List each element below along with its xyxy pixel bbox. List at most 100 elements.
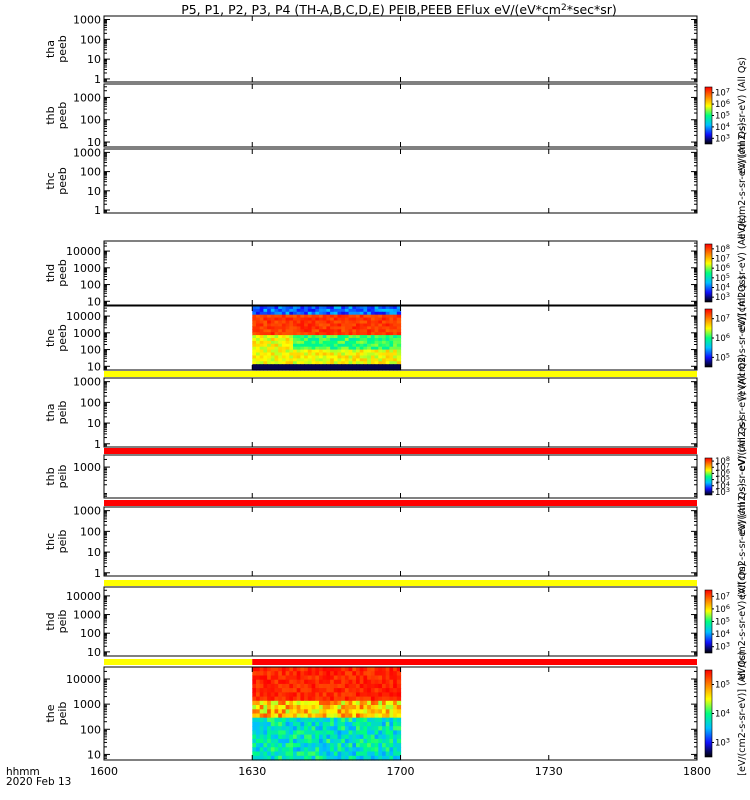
colorbar-tick: 107 xyxy=(715,87,730,99)
y-tick-label: 10000 xyxy=(66,245,101,258)
colorbar-tick: 105 xyxy=(715,351,730,363)
panel-ylabel-product: peeb xyxy=(56,324,69,352)
colorbar-tick: 104 xyxy=(715,282,730,294)
panel-ylabel-probe: thb xyxy=(44,106,57,124)
x-tick-label: 1630 xyxy=(238,765,266,778)
colorbar-scale xyxy=(704,457,713,496)
gap-band-yellow xyxy=(104,659,253,665)
colorbar-the-peeb: 105 106 107 [eV/(cm2-s-sr-eV)] (All Qs) xyxy=(704,276,748,400)
y-tick-label: 1000 xyxy=(73,609,101,622)
x-tick-label: 1600 xyxy=(90,765,118,778)
panel-frame xyxy=(103,83,698,148)
colorbar-label: eV/(cm2-s-sr-eV) (All Qs) xyxy=(737,418,748,535)
colorbar-scale xyxy=(704,86,713,145)
colorbar-tick: 107 xyxy=(715,313,730,325)
panel-ylabel-product: peib xyxy=(56,530,69,554)
y-tick-label: 1 xyxy=(94,438,101,451)
y-tick-label: 10 xyxy=(87,360,101,373)
y-tick-label: 100 xyxy=(80,344,101,357)
colorbar-tick: 106 xyxy=(715,603,730,615)
y-tick-label: 1000 xyxy=(73,461,101,474)
colorbar-tick: 104 xyxy=(715,480,730,492)
panel-ylabel-product: peeb xyxy=(56,167,69,195)
panel-ylabel-probe: thd xyxy=(44,612,57,630)
x-tick-label: 1730 xyxy=(535,765,563,778)
colorbar-label: eV/(cm2-s-sr-eV) (All Qs) xyxy=(737,215,748,332)
y-tick-label: 1000 xyxy=(73,327,101,340)
colorbar-tick: 106 xyxy=(715,262,730,274)
colorbar-tick: 104 xyxy=(715,121,730,133)
figure-title: P5, P1, P2, P3, P4 (TH-A,B,C,D,E) PEIB,P… xyxy=(181,2,617,17)
colorbar-tick: 103 xyxy=(715,291,730,303)
y-tick-label: 10 xyxy=(87,748,101,761)
colorbar-label: eV/(cm2-s-sr-eV) (All Qs) xyxy=(737,57,748,174)
panel-the-peib: 10 100 1000 10000 the peib 103 104 105 [eV/(cm2-s… xyxy=(44,651,748,775)
colorbar-tick: 105 xyxy=(715,272,730,284)
colorbar-tha-peib: eV/(cm2-s-sr-eV) (All Qs) xyxy=(737,354,748,471)
panel-the-peeb: 10 100 1000 10000 the peeb 105 106 107 [eV/(cm2-s… xyxy=(44,276,748,400)
y-tick-label: 10 xyxy=(87,295,101,308)
colorbar-label: eV/(cm2-s-sr-eV) (All Qs) xyxy=(737,563,748,680)
gap-band-1 xyxy=(104,448,697,454)
panel-frame xyxy=(103,377,698,448)
x-axis-label-date: 2020 Feb 13 xyxy=(6,776,71,788)
panel-tha-peeb: 1 10 100 1000 tha peeb xyxy=(44,13,698,86)
y-tick-label: 100 xyxy=(80,627,101,640)
panel-ylabel-probe: tha xyxy=(44,40,57,58)
panel-ylabel-probe: thc xyxy=(44,533,57,550)
y-tick-label: 1 xyxy=(94,567,101,580)
colorbar-tick: 105 xyxy=(715,616,730,628)
y-tick-label: 1000 xyxy=(73,146,101,159)
panel-ylabel-probe: thb xyxy=(44,467,57,485)
panel-frame xyxy=(103,506,698,577)
panel-ylabel-probe: the xyxy=(44,329,57,347)
y-tick-label: 1 xyxy=(94,73,101,86)
panel-ylabel-probe: the xyxy=(44,704,57,722)
x-tick-label: 1800 xyxy=(683,765,711,778)
y-tick-label: 1000 xyxy=(73,698,101,711)
panel-frame xyxy=(103,240,698,306)
colorbar-tick: 107 xyxy=(715,590,730,602)
spectrogram-the-peeb xyxy=(252,306,402,371)
colorbar-tick: 106 xyxy=(715,332,730,344)
colorbar-thc-peib: eV/(cm2-s-sr-eV) (All Qs) xyxy=(737,483,748,600)
y-tick-label: 10000 xyxy=(66,310,101,323)
colorbar-tick: 108 xyxy=(715,455,730,467)
x-tick-label: 1700 xyxy=(387,765,415,778)
colorbar-tick: 108 xyxy=(715,243,730,255)
panel-ylabel-product: peeb xyxy=(56,35,69,63)
panel-thc-peeb: 1 10 100 1000 thc peeb eV/(cm2-s-sr-eV) (All Q… xyxy=(44,123,748,240)
colorbar-tick: 104 xyxy=(715,628,730,640)
y-tick-label: 10000 xyxy=(66,590,101,603)
panel-ylabel-product: peib xyxy=(56,610,69,634)
panel-ylabel-product: peib xyxy=(56,465,69,489)
y-tick-label: 1000 xyxy=(73,376,101,389)
colorbar-tick: 107 xyxy=(715,461,730,473)
panel-thc-peib: 1 10 100 1000 thc peib eV/(cm2-s-sr-eV) (All Q… xyxy=(44,483,748,600)
y-tick-label: 1000 xyxy=(73,505,101,518)
panel-frame xyxy=(103,586,698,657)
colorbar-scale xyxy=(704,669,713,758)
panel-ylabel-probe: tha xyxy=(44,403,57,421)
y-tick-label: 10 xyxy=(87,646,101,659)
y-tick-label: 100 xyxy=(80,33,101,46)
x-axis-label-format: hhmm xyxy=(6,766,40,778)
panel-ylabel-probe: thc xyxy=(44,172,57,189)
colorbar-tick: 105 xyxy=(715,679,730,691)
y-tick-label: 100 xyxy=(80,525,101,538)
colorbar-tick: 103 xyxy=(715,486,730,498)
y-tick-label: 10 xyxy=(87,53,101,66)
panel-ylabel-product: peib xyxy=(56,401,69,425)
panel-ylabel-product: peeb xyxy=(56,259,69,287)
colorbar-the-peib: 103 104 105 [eV/(cm2-s-sr-eV)] (All Qs) xyxy=(704,651,748,776)
y-tick-label: 100 xyxy=(80,279,101,292)
colorbar-tick: 107 xyxy=(715,253,730,265)
